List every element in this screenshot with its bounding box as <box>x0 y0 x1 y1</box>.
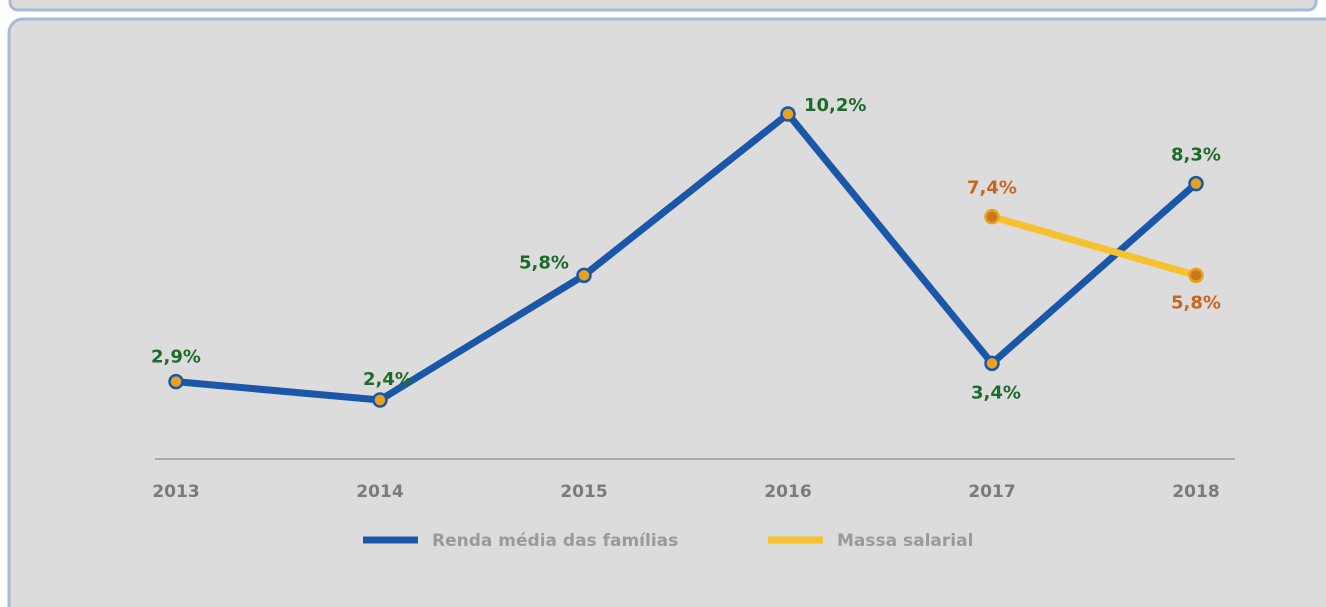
x-tick-label: 2015 <box>560 482 607 502</box>
value-label: 3,4% <box>971 382 1021 403</box>
x-tick-label: 2013 <box>152 482 199 502</box>
marker <box>984 355 1000 372</box>
x-tick-label: 2014 <box>356 482 403 502</box>
panel <box>7 17 1326 607</box>
marker <box>168 373 184 390</box>
line <box>175 110 1199 404</box>
value-label: 5,8% <box>1171 292 1221 313</box>
marker <box>576 267 592 284</box>
value-label: 2,4% <box>363 369 413 390</box>
value-label: 7,4% <box>967 178 1017 199</box>
value-label: 8,3% <box>1171 145 1221 166</box>
value-label: 2,9% <box>151 347 201 368</box>
value-label: 10,2% <box>804 95 866 116</box>
x-tick-label: 2018 <box>1172 482 1219 502</box>
value-label: 5,8% <box>519 252 569 273</box>
marker <box>1188 175 1204 192</box>
x-tick-label: 2016 <box>764 482 811 502</box>
marker <box>984 208 1000 225</box>
marker <box>1188 267 1204 284</box>
x-tick-label: 2017 <box>968 482 1015 502</box>
line <box>991 213 1197 279</box>
legend-label: Renda média das famílias <box>432 531 678 551</box>
top-panel <box>8 0 1318 12</box>
legend-label: Massa salarial <box>837 531 973 551</box>
marker <box>780 106 796 122</box>
marker <box>372 392 388 408</box>
